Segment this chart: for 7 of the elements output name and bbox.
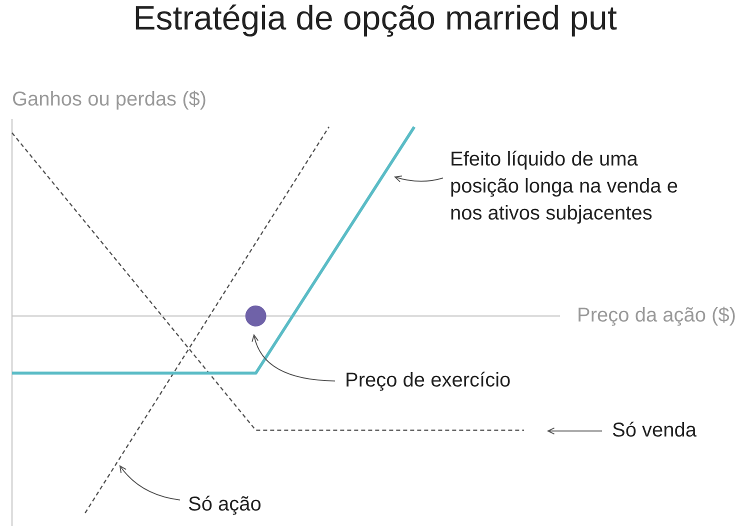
x-axis-title: Preço da ação ($) — [577, 304, 736, 327]
y-axis-title: Ganhos ou perdas ($) — [12, 88, 207, 111]
annotation: Efeito líquido de uma posição longa na venda e nos ativos subjacentes — [450, 148, 678, 225]
annotation: Só ação — [188, 494, 262, 516]
text: Só venda — [612, 420, 698, 442]
chart-title: Estratégia de opção married put — [133, 0, 618, 38]
annotation: Preço de exercício — [345, 370, 511, 392]
